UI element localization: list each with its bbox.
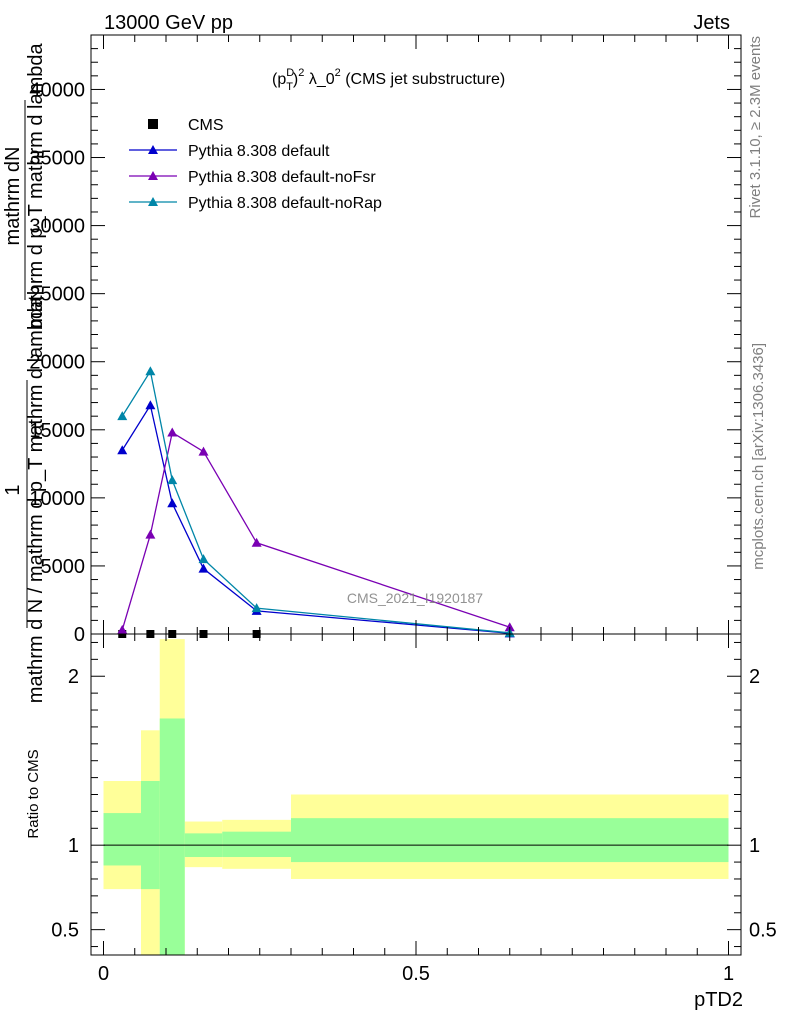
ylabel-num2: mathrm d p_T mathrm d lambda — [25, 42, 47, 328]
legend-marker — [148, 171, 158, 180]
series-point — [251, 537, 262, 547]
ratio-ytick-label: 1 — [68, 835, 79, 857]
series-point — [117, 411, 128, 421]
legend-label: Pythia 8.308 default — [188, 143, 330, 160]
mcplots-label: mcplots.cern.ch [arXiv:1306.3436] — [750, 343, 767, 570]
main-ylabel: 1 mathrm d N / mathrm d p_T mathrm d lam… — [2, 42, 47, 703]
ylabel-num: mathrm dN — [2, 147, 24, 246]
xtick-label: 1 — [723, 963, 734, 985]
ratio-ytick-label-right: 0.5 — [749, 920, 777, 942]
main-plot: 0 5000 10000 15000 20000 25000 30000 35000 40000… — [29, 34, 742, 646]
main-ytick-label: 0 — [74, 624, 85, 646]
series-line — [121, 369, 510, 634]
main-ytick-label: 35000 — [29, 148, 85, 170]
main-ytick-label: 5000 — [41, 556, 86, 578]
header-right: Jets — [693, 12, 730, 34]
legend-label: CMS — [188, 117, 224, 134]
ratio-band-green — [222, 831, 291, 858]
series-point — [117, 624, 128, 634]
series-point — [198, 446, 209, 456]
header-left: 13000 GeV pp — [104, 12, 233, 34]
main-ytick-label: 25000 — [29, 284, 85, 306]
main-ytick-label: 30000 — [29, 216, 85, 238]
series-point — [504, 622, 515, 632]
legend: CMS Pythia 8.308 default Pythia 8.308 defa… — [129, 117, 382, 212]
ratio-band-green — [141, 780, 160, 890]
series-point — [145, 366, 156, 376]
legend-marker — [148, 119, 158, 129]
main-ytick-label: 10000 — [29, 488, 85, 510]
xtick-label: 0 — [98, 963, 109, 985]
series-point — [198, 554, 209, 564]
series-point — [167, 475, 178, 485]
ratio-band-green — [291, 818, 729, 863]
ratio-band-green — [159, 718, 185, 955]
ratio-ylabel: Ratio to CMS — [25, 749, 42, 838]
rivet-label: Rivet 3.1.10, ≥ 2.3M events — [747, 36, 764, 219]
main-ytick-label: 20000 — [29, 352, 85, 374]
ratio-band-green — [103, 813, 141, 866]
series-line — [121, 403, 510, 634]
series-point — [117, 445, 128, 455]
ratio-ytick-label: 2 — [68, 666, 79, 688]
series-point — [145, 400, 156, 410]
watermark: CMS_2021_I1920187 — [347, 590, 483, 606]
ratio-ytick-label-right: 1 — [749, 835, 760, 857]
series-line — [121, 431, 510, 631]
legend-marker — [148, 145, 158, 154]
ratio-plot: 0.5 0.5 1 1 2 2 0 0.5 1 — [51, 633, 777, 985]
ylabel-one: 1 — [2, 484, 24, 495]
series-point — [251, 603, 262, 613]
main-ytick-label: 15000 — [29, 420, 85, 442]
series-point — [145, 529, 156, 539]
series-point — [167, 427, 178, 437]
ylabel-den: mathrm d N / mathrm d p_T mathrm d lambd… — [25, 296, 47, 703]
legend-label: Pythia 8.308 default-noFsr — [188, 169, 376, 186]
xtick-label: 0.5 — [402, 963, 430, 985]
ratio-ytick-label: 0.5 — [51, 920, 79, 942]
main-title: (pD T)2 λ_02 (CMS jet substructure) — [272, 67, 505, 93]
series-point — [167, 498, 178, 508]
legend-label: Pythia 8.308 default-noRap — [188, 195, 382, 212]
series-point — [198, 563, 209, 573]
main-ytick-label: 40000 — [29, 79, 85, 101]
ratio-ytick-label-right: 2 — [749, 666, 760, 688]
legend-marker — [148, 197, 158, 206]
x-axis-label: pTD2 — [694, 989, 743, 1011]
